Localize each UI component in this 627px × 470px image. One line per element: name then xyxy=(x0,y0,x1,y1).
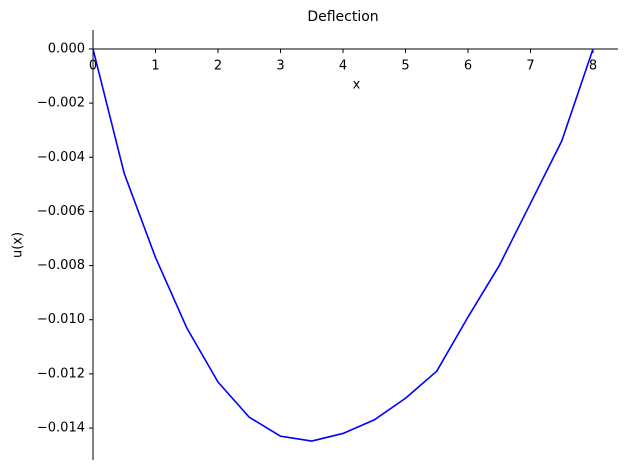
y-axis-label: u(x) xyxy=(11,232,26,258)
x-tick-label: 6 xyxy=(464,58,472,73)
y-tick-label: −0.004 xyxy=(37,150,85,165)
x-tick-label: 7 xyxy=(526,58,534,73)
y-tick-label: −0.002 xyxy=(37,96,85,111)
x-tick-label: 8 xyxy=(589,58,597,73)
line-series xyxy=(92,48,594,442)
y-tick-label: −0.008 xyxy=(37,258,85,273)
y-tick-label: −0.014 xyxy=(37,421,85,436)
chart-title: Deflection xyxy=(307,9,378,25)
x-tick-label: 2 xyxy=(214,58,222,73)
x-tick-label: 3 xyxy=(276,58,284,73)
x-axis-label: x xyxy=(353,77,361,92)
y-tick-label: 0.000 xyxy=(48,41,85,56)
x-tick-label: 0 xyxy=(89,58,97,73)
y-tick-label: −0.012 xyxy=(37,366,85,381)
x-tick-label: 4 xyxy=(339,58,347,73)
y-tick-label: −0.006 xyxy=(37,204,85,219)
y-tick-label: −0.010 xyxy=(37,312,85,327)
x-tick-label: 1 xyxy=(151,58,159,73)
x-tick-label: 5 xyxy=(401,58,409,73)
